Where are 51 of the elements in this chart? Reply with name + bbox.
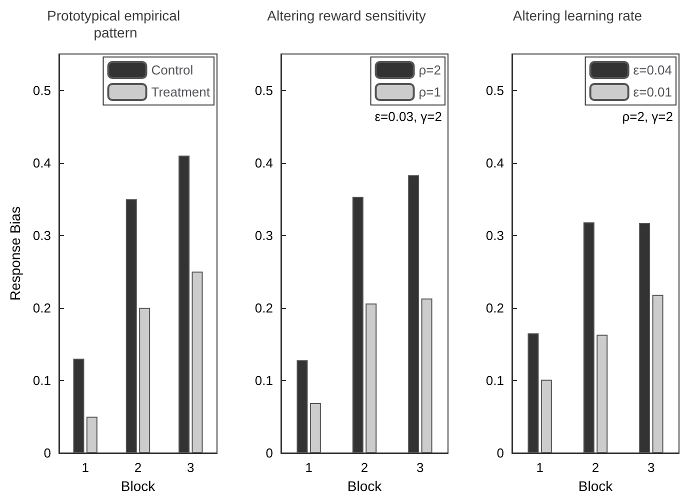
legend-label: ε=0.01	[633, 84, 672, 100]
x-tick-label: 3	[416, 460, 424, 475]
y-tick-label: 0	[44, 446, 51, 460]
y-tick-label: 0.5	[486, 82, 504, 98]
y-tick-label: 0.3	[486, 228, 504, 243]
bar	[540, 380, 552, 453]
chart-title: Altering learning rate	[512, 8, 642, 24]
x-axis-title: Block	[578, 478, 614, 494]
y-tick-label: 0	[496, 446, 504, 460]
bar	[139, 308, 150, 453]
y-tick-label: 0	[266, 446, 273, 460]
annotation: ε=0.03, γ=2	[374, 109, 442, 124]
bar	[310, 402, 321, 453]
legend-label: ρ=2	[418, 62, 441, 78]
legend-label: ρ=1	[418, 84, 441, 100]
y-tick-label: 0.5	[254, 82, 273, 98]
bar	[86, 416, 98, 453]
y-tick-label: 0.4	[486, 155, 504, 170]
chart-title: Prototypical empirical pattern	[47, 8, 184, 40]
x-tick-label: 1	[82, 460, 89, 475]
bar	[366, 304, 377, 453]
x-tick-label: 2	[134, 460, 142, 475]
legend-label: ε=0.04	[633, 62, 672, 78]
y-tick-label: 0.1	[32, 372, 51, 388]
y-tick-label: 0.1	[486, 372, 504, 388]
bar	[192, 272, 203, 453]
legend-label: Control	[151, 62, 194, 78]
x-axis-title: Block	[347, 478, 383, 494]
x-axis-title: Block	[120, 478, 156, 494]
bar	[421, 298, 432, 453]
x-tick-label: 1	[536, 460, 544, 475]
y-tick-label: 0.4	[32, 155, 51, 170]
x-tick-label: 1	[305, 460, 312, 475]
y-axis-title: Response Bias	[7, 206, 23, 301]
y-tick-label: 0.3	[32, 228, 51, 243]
y-tick-label: 0.5	[32, 82, 51, 98]
y-tick-label: 0.3	[254, 228, 273, 243]
y-tick-label: 0.4	[254, 155, 273, 170]
y-tick-label: 0.2	[32, 300, 51, 316]
y-tick-label: 0.2	[486, 300, 504, 316]
bar	[596, 334, 608, 453]
x-tick-label: 2	[592, 460, 600, 475]
y-tick-label: 0.1	[254, 372, 273, 388]
annotation: ρ=2, γ=2	[622, 109, 674, 124]
y-tick-label: 0.2	[254, 300, 273, 316]
x-tick-label: 3	[648, 460, 655, 475]
x-tick-label: 2	[360, 460, 368, 475]
bar	[652, 294, 664, 453]
chart-title: Altering reward sensitivity	[267, 8, 426, 24]
x-tick-label: 3	[187, 460, 194, 475]
legend-label: Treatment	[151, 84, 210, 100]
